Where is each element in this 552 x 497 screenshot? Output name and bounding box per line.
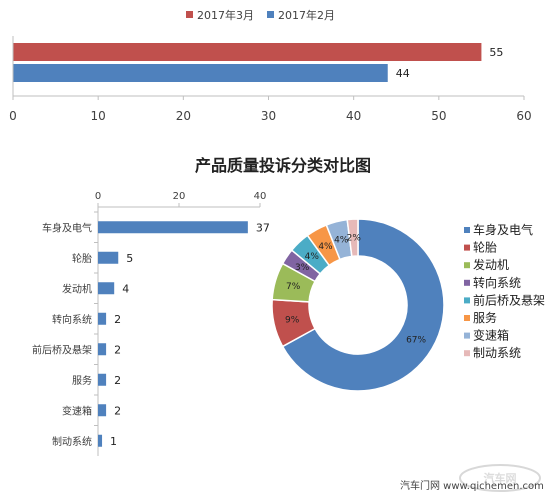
data-label: 37 <box>256 221 270 234</box>
legend-swatch <box>267 11 274 18</box>
bar <box>98 434 103 447</box>
watermark-logo-text: 汽车网 <box>484 471 517 485</box>
category-bar-chart: 0 20 40 车身及电气 37 轮胎 5 发动机 4 转向系统 2 前后桥及悬架 2 服务 2 变速箱 2 制动… <box>32 191 270 456</box>
legend-swatch <box>464 262 470 269</box>
tick-label: 60 <box>516 109 531 123</box>
legend-label: 服务 <box>473 310 497 325</box>
legend-swatch <box>464 279 470 286</box>
slice-label: 9% <box>285 316 300 326</box>
legend-swatch <box>464 332 470 339</box>
data-label: 2 <box>114 374 121 387</box>
data-label: 4 <box>122 282 129 295</box>
donut-slice <box>346 218 359 258</box>
legend-label: 发动机 <box>473 257 509 272</box>
top-x-axis: 0 10 20 30 40 50 60 <box>9 36 532 123</box>
legend-label: 车身及电气 <box>473 222 533 237</box>
tick-label: 20 <box>173 191 186 202</box>
bar <box>98 373 107 386</box>
bar <box>98 282 115 295</box>
legend-label: 2017年2月 <box>278 8 335 22</box>
bar <box>98 404 107 417</box>
legend-label: 变速箱 <box>473 328 509 343</box>
legend-label: 转向系统 <box>473 275 521 290</box>
category-label: 变速箱 <box>62 404 92 417</box>
bar <box>98 221 248 234</box>
bar <box>98 343 107 356</box>
slice-label: 3% <box>295 263 310 273</box>
legend-swatch <box>464 244 470 251</box>
legend-label: 制动系统 <box>473 346 521 360</box>
slice-label: 67% <box>406 335 426 345</box>
tick-label: 20 <box>176 109 191 123</box>
slice-label: 4% <box>334 236 349 246</box>
watermark: 汽车网 汽车门网 www.qichemen.com <box>400 464 544 492</box>
legend-label: 轮胎 <box>473 241 497 255</box>
bar <box>98 312 107 325</box>
bar <box>13 64 388 82</box>
category-label: 轮胎 <box>72 252 92 265</box>
donut-chart: 67%9%7%3%4%4%4%2% <box>271 218 445 392</box>
data-label: 5 <box>126 252 133 265</box>
category-label: 发动机 <box>62 282 92 295</box>
legend-label: 前后桥及悬架 <box>473 292 545 307</box>
data-label: 2 <box>114 343 121 356</box>
data-label: 2 <box>114 404 121 417</box>
data-label: 2 <box>114 313 121 326</box>
legend-swatch <box>186 11 193 18</box>
tick-label: 30 <box>261 109 276 123</box>
top-bars: 55 44 <box>13 43 503 82</box>
bar <box>13 43 482 61</box>
legend-swatch <box>464 315 470 321</box>
category-label: 前后桥及悬架 <box>32 343 92 356</box>
data-label: 44 <box>396 67 410 80</box>
tick-label: 0 <box>9 109 17 123</box>
category-label: 制动系统 <box>52 435 92 448</box>
tick-label: 40 <box>346 109 361 123</box>
slice-label: 4% <box>318 242 333 252</box>
category-label: 转向系统 <box>52 313 92 326</box>
donut-slice <box>281 218 445 392</box>
top-comparison-chart: 2017年3月 2017年2月 55 44 0 10 20 30 40 50 60 <box>9 8 531 123</box>
tick-label: 10 <box>91 109 106 123</box>
watermark-text: 汽车门网 www.qichemen.com <box>400 479 544 492</box>
legend-swatch <box>464 297 470 304</box>
data-label: 1 <box>110 435 117 448</box>
legend-label: 2017年3月 <box>197 8 254 22</box>
legend-swatch <box>464 350 470 357</box>
chart-title: 产品质量投诉分类对比图 <box>195 156 371 175</box>
bar <box>98 251 119 264</box>
tick-label: 50 <box>431 109 446 123</box>
tick-label: 0 <box>95 191 101 202</box>
watermark-logo <box>459 464 541 492</box>
category-label: 服务 <box>72 374 92 387</box>
data-label: 55 <box>489 46 503 59</box>
slice-label: 4% <box>305 252 320 262</box>
top-legend: 2017年3月 2017年2月 <box>186 8 335 22</box>
legend-swatch <box>464 227 470 233</box>
slice-label: 2% <box>347 234 362 244</box>
category-label: 车身及电气 <box>42 221 92 234</box>
slice-label: 7% <box>286 282 301 292</box>
tick-label: 40 <box>254 191 267 202</box>
